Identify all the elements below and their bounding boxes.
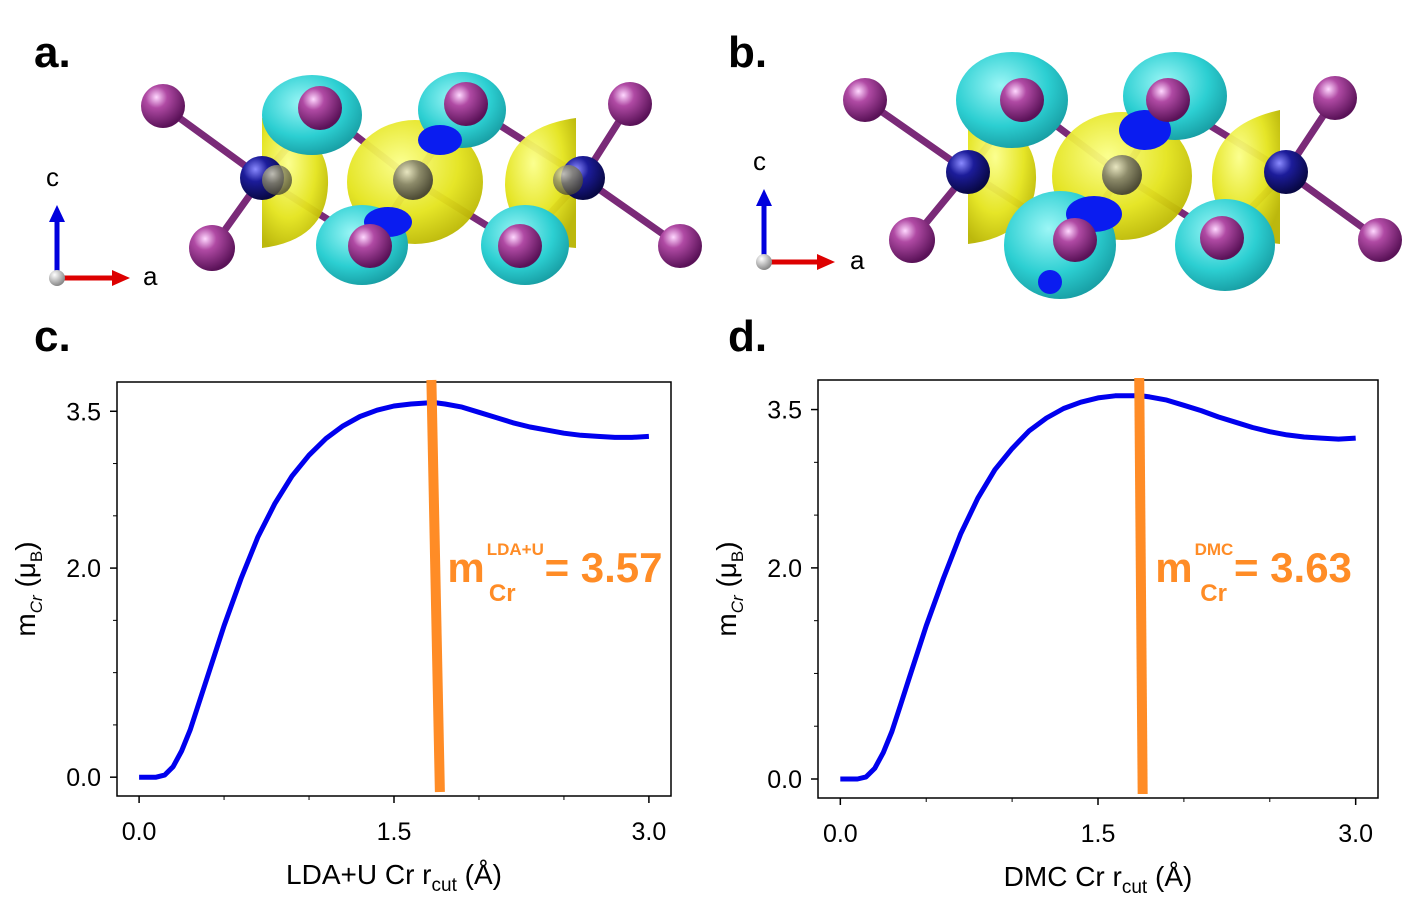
axis-a-label-b: a <box>850 245 865 275</box>
series-line <box>139 400 650 780</box>
plot-frame <box>817 379 1379 799</box>
axis-c-label-b: c <box>753 146 766 176</box>
axis-c-label-a: c <box>46 162 59 192</box>
plot-frame <box>116 381 672 797</box>
x-tick-label: 0.0 <box>122 818 157 846</box>
panel-label-b: b. <box>728 28 768 77</box>
axis-a-label-a: a <box>143 261 158 291</box>
y-axis-title: mCr (μB) <box>10 541 46 636</box>
panel-label-d: d. <box>728 312 768 361</box>
structure-b <box>843 52 1402 299</box>
rcut-marker-line <box>1134 377 1148 795</box>
axes-indicator-b: c a <box>753 146 865 275</box>
series-line <box>840 393 1356 782</box>
moment-annotation: m LDA+U Cr= 3.57 <box>447 540 662 607</box>
y-tick-label: 0.0 <box>767 766 802 794</box>
structure-a <box>141 72 702 285</box>
x-tick-label: 3.0 <box>632 818 667 846</box>
x-tick-label: 3.0 <box>1338 820 1373 848</box>
y-tick-label: 2.0 <box>767 555 802 583</box>
panel-label-a: a. <box>34 28 71 77</box>
y-tick-label: 0.0 <box>66 764 101 792</box>
x-axis-title: LDA+U Cr rcut (Å) <box>286 859 502 896</box>
panel-label-c: c. <box>34 312 71 361</box>
y-tick-label: 2.0 <box>66 555 101 583</box>
y-axis-title: mCr (μB) <box>711 541 747 636</box>
y-tick-label: 3.5 <box>767 397 802 425</box>
axes-indicator-a: c a <box>46 162 158 291</box>
moment-annotation: m DMC Cr= 3.63 <box>1155 540 1352 607</box>
rcut-marker-line <box>426 379 445 793</box>
y-tick-label: 3.5 <box>66 398 101 426</box>
x-tick-label: 1.5 <box>377 818 412 846</box>
x-tick-label: 1.5 <box>1081 820 1116 848</box>
x-axis-title: DMC Cr rcut (Å) <box>1004 861 1193 898</box>
x-tick-label: 0.0 <box>823 820 858 848</box>
